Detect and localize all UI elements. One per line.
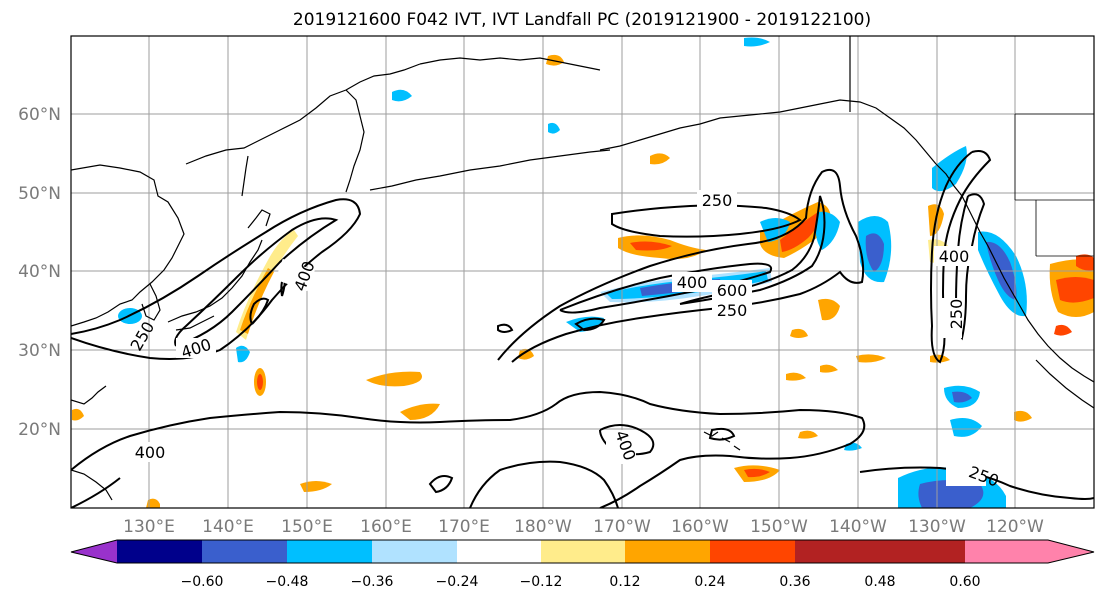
contour-label-600-central: 600 bbox=[717, 281, 748, 300]
lon-label-140w: 140°W bbox=[829, 517, 887, 537]
map-panel: 250 400 600 250 400 400 400 250 400 250 … bbox=[71, 36, 1094, 508]
lon-label-150e: 150°E bbox=[281, 517, 333, 537]
lon-label-170w: 170°W bbox=[593, 517, 651, 537]
colorbar-tick: 0.12 bbox=[609, 574, 640, 590]
lon-label-130e: 130°E bbox=[123, 517, 175, 537]
colorbar: −0.60 −0.48 −0.36 −0.24 −0.12 0.12 0.24 … bbox=[70, 539, 1095, 590]
lat-label-50n: 50°N bbox=[18, 184, 61, 204]
colorbar-extend-low bbox=[71, 540, 117, 563]
colorbar-segment bbox=[372, 540, 457, 563]
contour-label-250-central: 250 bbox=[717, 301, 748, 320]
lon-label-150w: 150°W bbox=[750, 517, 808, 537]
figure-title: 2019121600 F042 IVT, IVT Landfall PC (20… bbox=[293, 10, 871, 30]
lon-label-130w: 130°W bbox=[908, 517, 966, 537]
lon-label-170e: 170°E bbox=[438, 517, 490, 537]
colorbar-segment bbox=[457, 540, 541, 563]
colorbar-tick: 0.60 bbox=[949, 574, 980, 590]
lon-label-140e: 140°E bbox=[202, 517, 254, 537]
lat-label-40n: 40°N bbox=[18, 262, 61, 282]
colorbar-outline bbox=[70, 539, 1095, 564]
colorbar-tick: −0.60 bbox=[181, 574, 224, 590]
contour-label-400-central: 400 bbox=[677, 273, 708, 292]
colorbar-tick: 0.24 bbox=[694, 574, 725, 590]
contour-labels: 250 400 600 250 400 400 400 250 400 250 … bbox=[127, 190, 1001, 491]
colorbar-extend-high-tip bbox=[965, 540, 1094, 563]
colorbar-segment bbox=[117, 540, 202, 563]
colorbar-tick: −0.48 bbox=[266, 574, 309, 590]
colorbar-segment bbox=[625, 540, 710, 563]
colorbar-tick: −0.12 bbox=[520, 574, 563, 590]
ivt-anomaly-shading bbox=[72, 37, 1094, 508]
ivt-contours bbox=[71, 150, 1094, 508]
lon-label-160w: 160°W bbox=[671, 517, 729, 537]
colorbar-segment bbox=[202, 540, 287, 563]
colorbar-tick: 0.48 bbox=[864, 574, 895, 590]
colorbar-tick: −0.36 bbox=[351, 574, 394, 590]
colorbar-tick: 0.36 bbox=[779, 574, 810, 590]
graticule bbox=[71, 36, 1094, 508]
colorbar-segment bbox=[287, 540, 372, 563]
colorbar-segment bbox=[710, 540, 795, 563]
contour-label-250-north: 250 bbox=[702, 191, 733, 210]
lat-label-30n: 30°N bbox=[18, 341, 61, 361]
lat-label-20n: 20°N bbox=[18, 420, 61, 440]
map-frame bbox=[70, 35, 1095, 509]
colorbar-segment bbox=[880, 540, 965, 563]
lat-label-60n: 60°N bbox=[18, 105, 61, 125]
lon-label-120w: 120°W bbox=[986, 517, 1044, 537]
latitude-labels: 60°N 50°N 40°N 30°N 20°N bbox=[18, 105, 61, 440]
coastlines bbox=[71, 36, 1094, 501]
colorbar-tick-labels: −0.60 −0.48 −0.36 −0.24 −0.12 0.12 0.24 … bbox=[181, 574, 981, 590]
contour-label-250-westcoast: 250 bbox=[947, 299, 966, 330]
colorbar-tick: −0.24 bbox=[436, 574, 479, 590]
colorbar-segment bbox=[795, 540, 880, 563]
longitude-labels: 130°E 140°E 150°E 160°E 170°E 180°W 170°… bbox=[123, 517, 1044, 537]
lon-label-180w: 180°W bbox=[514, 517, 572, 537]
colorbar-segment bbox=[541, 540, 625, 563]
contour-label-400-westcoast: 400 bbox=[939, 247, 970, 266]
contour-label-400-west-subtropic: 400 bbox=[135, 443, 166, 462]
lon-label-160e: 160°E bbox=[360, 517, 412, 537]
